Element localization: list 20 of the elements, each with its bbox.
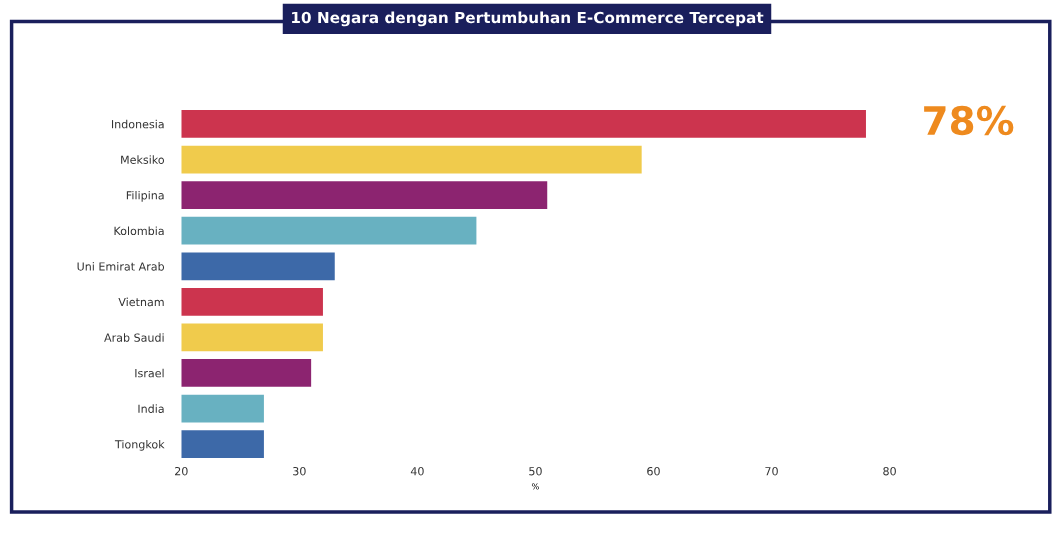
- y-tick-label: Filipina: [126, 190, 164, 202]
- x-tick-label: 60: [647, 466, 660, 476]
- x-tick-label: 80: [883, 466, 896, 476]
- x-tick-label: 20: [175, 466, 188, 476]
- x-tick-label: 70: [765, 466, 778, 476]
- y-tick-label: India: [138, 404, 164, 413]
- y-tick-label: Vietnam: [118, 297, 164, 307]
- y-tick-label: Arab Saudi: [104, 333, 164, 342]
- data-label: 78%: [924, 105, 1014, 136]
- chart-title: 10 Negara dengan Pertumbuhan E-Commerce Tercepat: [292, 11, 764, 27]
- x-tick-label: 30: [293, 466, 306, 476]
- x-tick-label: 50: [529, 466, 542, 476]
- y-tick-label: Meksiko: [121, 155, 165, 164]
- x-tick-label: 40: [410, 466, 424, 476]
- y-tick-label: Israel: [135, 368, 164, 378]
- y-tick-label: Tiongkok: [114, 439, 165, 451]
- y-tick-label: Indonesia: [111, 119, 164, 129]
- y-tick-label: Uni Emirat Arab: [77, 262, 165, 271]
- y-tick-label: Kolombia: [114, 226, 164, 236]
- x-axis-title: %: [531, 483, 539, 490]
